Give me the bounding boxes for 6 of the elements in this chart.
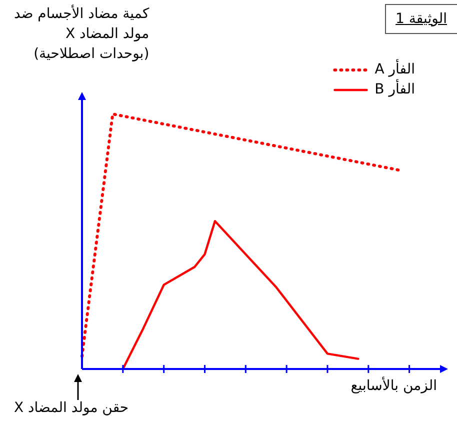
x-axis-title: الزمن بالأسابيع: [350, 376, 437, 396]
text: حقن مولد المضاد X: [14, 399, 129, 418]
legend-label: الفأر B: [374, 78, 415, 98]
y-axis-title: كمية مضاد الأجسام ضد مولد المضاد X (بوحدات اصطلاحية): [14, 4, 150, 64]
legend-label: الفأر A: [374, 58, 415, 78]
chart-title: الوثيقة 1: [384, 4, 457, 34]
